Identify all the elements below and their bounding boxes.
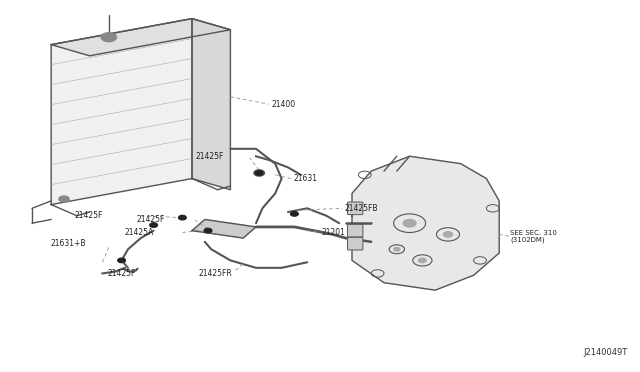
Text: 21425F: 21425F [196,153,224,161]
Text: 21425FR: 21425FR [198,269,232,278]
Circle shape [101,33,116,42]
Circle shape [150,223,157,227]
Circle shape [291,212,298,216]
Text: 21425F: 21425F [108,269,136,278]
FancyBboxPatch shape [348,237,363,250]
Polygon shape [51,19,230,56]
Text: 21425A: 21425A [124,228,154,237]
Text: 21631+B: 21631+B [51,239,86,248]
Text: SEE SEC. 310: SEE SEC. 310 [510,230,557,235]
Text: 21631: 21631 [293,174,317,183]
Polygon shape [192,19,230,190]
Text: (3102DM): (3102DM) [510,237,545,243]
Circle shape [419,258,426,263]
Circle shape [179,215,186,220]
Text: J2140049T: J2140049T [583,348,627,357]
FancyBboxPatch shape [348,224,363,237]
Circle shape [255,171,263,175]
Text: 21425F: 21425F [74,211,102,220]
Polygon shape [352,156,499,290]
Circle shape [444,232,452,237]
Circle shape [394,247,400,251]
Circle shape [59,196,69,202]
Circle shape [118,258,125,263]
Polygon shape [51,19,192,205]
FancyBboxPatch shape [348,202,363,215]
Circle shape [403,219,416,227]
Polygon shape [192,219,256,238]
Text: 21400: 21400 [272,100,296,109]
Text: 21425FB: 21425FB [344,204,378,213]
Circle shape [257,172,261,174]
Text: 21201: 21201 [322,228,346,237]
Text: 21425F: 21425F [136,215,164,224]
Circle shape [204,228,212,233]
